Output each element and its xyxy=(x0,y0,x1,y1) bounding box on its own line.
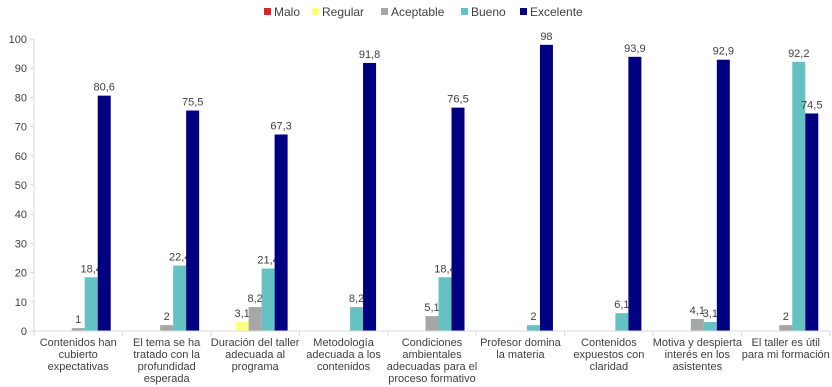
data-label-bueno: 2 xyxy=(530,311,536,323)
data-label-aceptable: 2 xyxy=(164,311,170,323)
bar-bueno xyxy=(173,265,187,331)
bar-bueno xyxy=(526,325,540,331)
bar-excelente xyxy=(805,113,819,332)
bar-aceptable xyxy=(160,325,174,331)
y-tick-label: 20 xyxy=(15,268,27,280)
data-label-aceptable: 2 xyxy=(783,311,789,323)
data-label-bueno: 8,2 xyxy=(349,293,364,305)
data-label-regular: 3,1 xyxy=(234,308,249,320)
bar-bueno xyxy=(350,307,364,331)
y-tick-label: 60 xyxy=(15,151,27,163)
bar-aceptable xyxy=(779,325,793,331)
bar-excelente xyxy=(274,134,288,331)
bar-excelente xyxy=(628,56,642,331)
category-label: Duración del taller adecuada al programa xyxy=(211,337,300,373)
data-label-bueno: 92,2 xyxy=(788,48,809,60)
bar-excelente xyxy=(97,95,111,331)
data-label-excelente: 74,5 xyxy=(801,99,822,111)
data-label-aceptable: 1 xyxy=(75,314,81,326)
y-tick-label: 30 xyxy=(15,238,27,250)
bar-excelente xyxy=(716,59,730,332)
legend-swatch-aceptable xyxy=(381,8,388,15)
legend-swatch-malo xyxy=(264,8,271,15)
data-label-excelente: 98 xyxy=(540,31,552,43)
bar-regular xyxy=(235,321,249,331)
data-label-excelente: 93,9 xyxy=(624,43,645,55)
y-tick-label: 40 xyxy=(15,209,27,221)
y-tick-label: 80 xyxy=(15,92,27,104)
data-label-bueno: 18,4 xyxy=(81,263,102,275)
data-label-aceptable: 4,1 xyxy=(690,305,705,317)
bar-bueno xyxy=(84,277,98,331)
y-tick-label: 100 xyxy=(9,34,27,46)
y-axis: 0 10 20 30 40 50 60 70 80 90 100 xyxy=(9,34,35,338)
x-axis: Contenidos han cubierto expectativas El tem… xyxy=(33,330,831,385)
category-label: Profesor domina la materia xyxy=(480,337,562,361)
y-tick-label: 10 xyxy=(15,297,27,309)
data-label-bueno: 22,4 xyxy=(169,252,190,264)
y-tick-label: 0 xyxy=(21,326,27,338)
data-label-excelente: 80,6 xyxy=(94,82,115,94)
bar-excelente xyxy=(539,44,553,332)
bar-excelente xyxy=(186,110,200,331)
category-label: Motiva y despierta interés en los asistent… xyxy=(653,337,743,373)
data-label-excelente: 67,3 xyxy=(270,120,291,132)
legend-label-excelente: Excelente xyxy=(530,5,583,19)
category-label: El taller es útil para mi formación xyxy=(742,337,830,361)
legend-label-bueno: Bueno xyxy=(471,5,506,19)
category-label: Contenidos expuestos con claridad xyxy=(573,337,644,373)
data-label-bueno: 18,4 xyxy=(434,263,455,275)
bar-excelente xyxy=(363,62,377,331)
bar-aceptable xyxy=(690,319,704,331)
legend-label-aceptable: Aceptable xyxy=(391,5,445,19)
bar-aceptable xyxy=(248,307,262,331)
data-label-aceptable: 5,1 xyxy=(424,302,439,314)
bar-aceptable xyxy=(71,328,85,331)
data-label-bueno: 3,1 xyxy=(703,308,718,320)
legend-label-regular: Regular xyxy=(322,5,364,19)
y-tick-label: 70 xyxy=(15,122,27,134)
legend: Malo Regular Aceptable Bueno Excelente xyxy=(264,5,583,19)
category-label: El tema se ha tratado con la profundidad es… xyxy=(133,337,201,385)
y-tick-label: 90 xyxy=(15,63,27,75)
bar-bueno xyxy=(261,268,275,331)
data-label-bueno: 21,4 xyxy=(257,255,278,267)
bar-excelente xyxy=(451,107,465,332)
plot-area: 3,1 1 2 8,2 5,1 4,1 2 18,4 22,4 21,4 8,2 18,4 2 6,1 3,… xyxy=(71,31,822,332)
bar-bueno xyxy=(703,321,717,331)
bar-aceptable xyxy=(425,316,439,331)
bar-bueno xyxy=(615,313,629,331)
bar-bueno xyxy=(438,277,452,331)
data-label-excelente: 91,8 xyxy=(359,49,380,61)
data-label-excelente: 92,9 xyxy=(713,46,734,58)
data-label-excelente: 75,5 xyxy=(182,97,203,109)
legend-swatch-excelente xyxy=(520,8,527,15)
legend-swatch-bueno xyxy=(461,8,468,15)
legend-label-malo: Malo xyxy=(274,5,300,19)
bar-bueno xyxy=(792,61,806,331)
category-label: Metodología adecuada a los contenidos xyxy=(306,337,381,373)
legend-swatch-regular xyxy=(312,8,319,15)
category-label: Contenidos han cubierto expectativas xyxy=(40,337,117,373)
data-label-aceptable: 8,2 xyxy=(247,293,262,305)
category-label: Condiciones ambientales adecuadas para el p… xyxy=(387,337,478,385)
data-label-bueno: 6,1 xyxy=(614,299,629,311)
data-label-excelente: 76,5 xyxy=(447,94,468,106)
y-tick-label: 50 xyxy=(15,180,27,192)
